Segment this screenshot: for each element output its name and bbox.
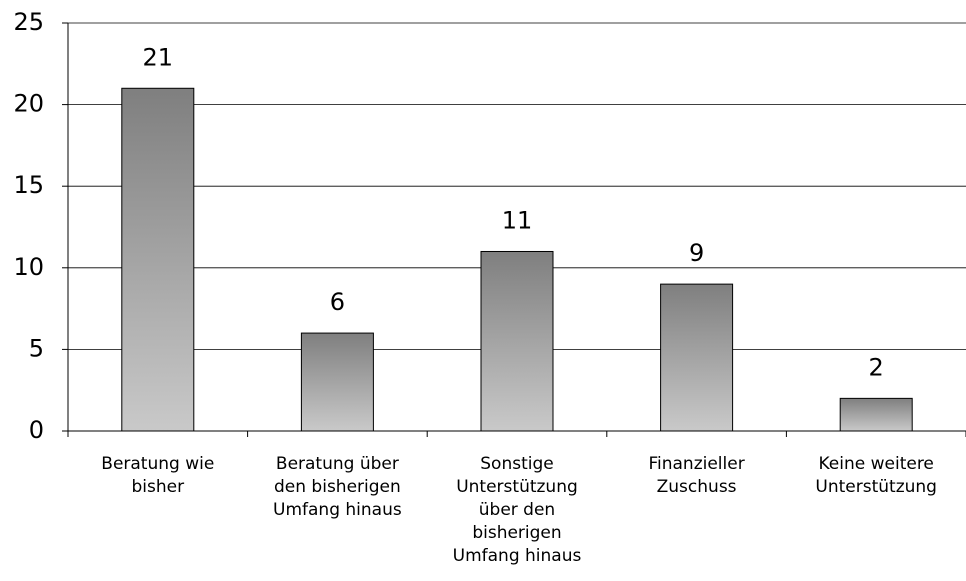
bar xyxy=(839,397,913,432)
data-label: 21 xyxy=(143,43,174,71)
x-tick-label: Finanzieller Zuschuss xyxy=(648,454,745,497)
x-tick-label: Sonstige Unterstützung über den bisherig… xyxy=(452,454,582,566)
y-tick-label: 15 xyxy=(13,171,44,199)
bar xyxy=(480,250,554,432)
y-tick-label: 10 xyxy=(13,253,44,281)
x-tick-label: Beratung über den bisherigen Umfang hina… xyxy=(273,454,402,520)
x-tick-label: Keine weitere Unterstützung xyxy=(815,454,937,497)
data-label: 6 xyxy=(330,288,345,316)
y-tick-label: 20 xyxy=(13,90,44,118)
x-tick-label: Beratung wie bisher xyxy=(101,454,215,497)
bar xyxy=(300,332,374,432)
y-tick-label: 25 xyxy=(13,8,44,36)
data-label: 2 xyxy=(869,353,884,381)
data-label: 9 xyxy=(689,239,704,267)
bar xyxy=(121,87,195,432)
data-label: 11 xyxy=(502,206,533,234)
bar xyxy=(660,283,734,432)
y-tick-label: 5 xyxy=(29,334,44,362)
y-tick-label: 0 xyxy=(29,416,44,444)
